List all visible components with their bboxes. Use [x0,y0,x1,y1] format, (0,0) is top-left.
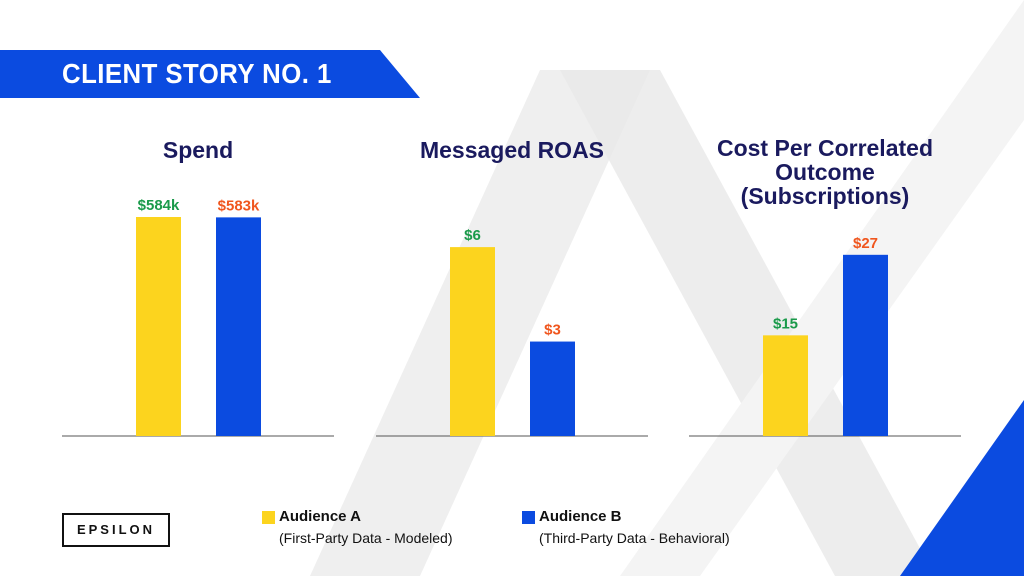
bar-value-label: $15 [773,315,798,332]
bar-value-label: $584k [138,197,180,214]
legend-label: Audience A [279,508,361,525]
chart-spend: Spend $584k $583k [62,130,334,440]
page-title: CLIENT STORY NO. 1 [62,58,332,89]
swatch-audience-a [262,511,275,524]
epsilon-logo: EPSILON [62,513,170,547]
chart-messaged-roas: Messaged ROAS $6 $3 [376,130,648,440]
title-banner: CLIENT STORY NO. 1 [0,50,420,98]
bar-audience-b [530,341,575,436]
bar-value-label: $583k [218,197,260,214]
chart-cost-per-outcome: Cost Per Correlated Outcome (Subscriptio… [689,130,961,440]
bar-audience-a [450,247,495,436]
bar-audience-a [136,217,181,436]
chart-title: Cost Per Correlated Outcome (Subscriptio… [716,135,933,209]
bar-value-label: $6 [464,227,481,244]
swatch-audience-b [522,511,535,524]
bar-value-label: $27 [853,235,878,252]
bar-audience-b [843,254,888,436]
legend-detail: (Third-Party Data - Behavioral) [539,530,730,546]
legend-label: Audience B [539,508,622,525]
chart-title: Messaged ROAS [419,137,605,163]
chart-title: Spend [162,137,234,163]
bar-audience-b [216,217,261,436]
bar-audience-a [763,335,808,436]
legend-detail: (First-Party Data - Modeled) [279,530,453,546]
bar-value-label: $3 [544,322,561,339]
